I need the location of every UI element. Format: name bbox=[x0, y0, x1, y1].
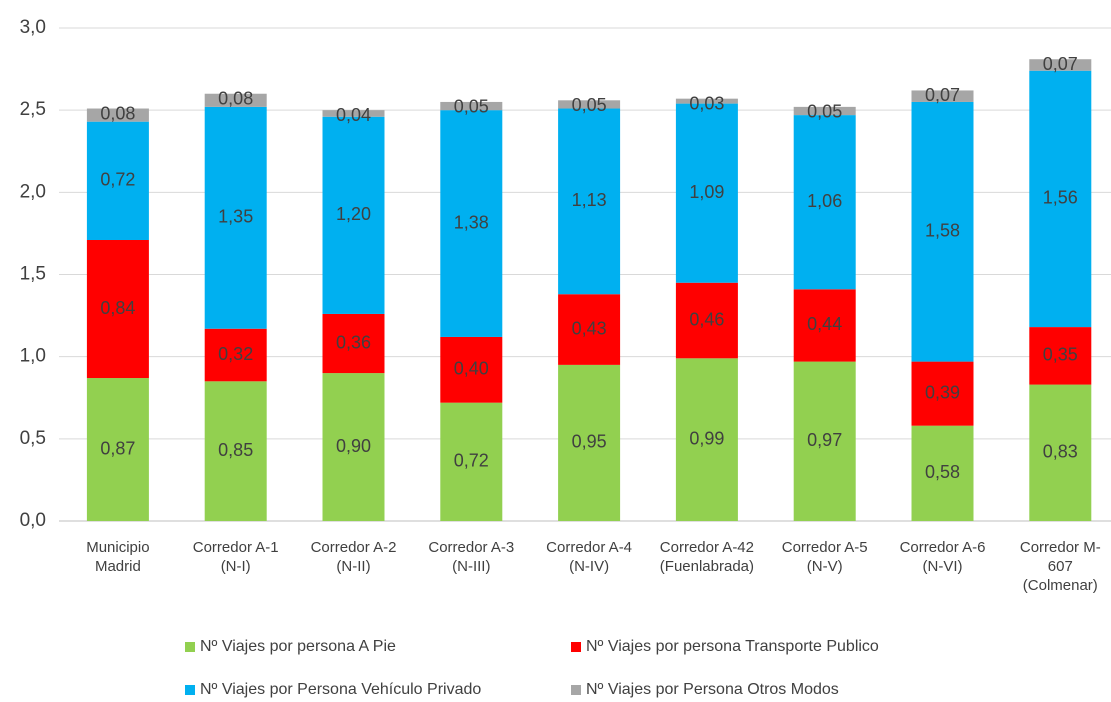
bar-segment bbox=[1029, 70, 1092, 328]
data-label: 0,72 bbox=[454, 451, 489, 471]
bar-segment bbox=[558, 294, 621, 365]
bar-segment bbox=[558, 108, 621, 295]
bar-segment bbox=[675, 282, 738, 359]
y-tick-label: 2,5 bbox=[20, 99, 46, 120]
bar-segment bbox=[440, 110, 503, 337]
data-label: 0,58 bbox=[925, 462, 960, 482]
bar-segment bbox=[793, 115, 856, 290]
data-label: 0,40 bbox=[454, 359, 489, 379]
bar-segment bbox=[86, 108, 149, 122]
data-label: 0,08 bbox=[218, 88, 253, 108]
bar-segment bbox=[1029, 327, 1092, 385]
data-label: 1,13 bbox=[572, 190, 607, 210]
data-label: 1,35 bbox=[218, 207, 253, 227]
x-tick-label: Corredor A-2 (N-II) bbox=[310, 539, 397, 575]
bar-segment bbox=[204, 93, 267, 107]
bar-segment bbox=[911, 361, 974, 426]
bar-segment bbox=[86, 121, 149, 240]
bar-segment bbox=[793, 289, 856, 362]
data-label: 1,20 bbox=[336, 204, 371, 224]
bar-segment bbox=[1029, 59, 1092, 71]
legend-swatch bbox=[185, 685, 195, 695]
bar-segment bbox=[86, 239, 149, 379]
data-label: 0,46 bbox=[689, 309, 724, 329]
bar-segment bbox=[911, 425, 974, 521]
bar-segment bbox=[322, 373, 385, 521]
data-label: 0,90 bbox=[336, 436, 371, 456]
y-tick-label: 0,5 bbox=[20, 428, 46, 449]
legend-swatch bbox=[571, 685, 581, 695]
bar-segment bbox=[675, 103, 738, 283]
data-label: 0,87 bbox=[100, 438, 135, 458]
bar-segment bbox=[558, 364, 621, 521]
y-tick-label: 3,0 bbox=[20, 17, 46, 38]
y-tick-label: 0,0 bbox=[20, 510, 46, 531]
data-label: 1,56 bbox=[1043, 188, 1078, 208]
bar-segment bbox=[675, 358, 738, 521]
legend-swatch bbox=[571, 642, 581, 652]
bar-segment bbox=[1029, 384, 1092, 521]
data-label: 1,06 bbox=[807, 191, 842, 211]
x-tick-label: Corredor A-4 (N-IV) bbox=[546, 539, 633, 575]
y-tick-label: 1,0 bbox=[20, 346, 46, 367]
data-label: 0,07 bbox=[925, 85, 960, 105]
legend-swatch bbox=[185, 642, 195, 652]
data-label: 0,36 bbox=[336, 332, 371, 352]
y-tick-label: 1,5 bbox=[20, 264, 46, 285]
bar-segment bbox=[322, 116, 385, 314]
bar-segment bbox=[911, 90, 974, 102]
data-label: 0,95 bbox=[572, 432, 607, 452]
data-label: 0,35 bbox=[1043, 345, 1078, 365]
bar-segment bbox=[793, 361, 856, 521]
bar-segment bbox=[322, 110, 385, 117]
data-label: 0,04 bbox=[336, 105, 371, 125]
y-tick-label: 2,0 bbox=[20, 181, 46, 202]
data-label: 0,05 bbox=[572, 95, 607, 115]
bar-segment bbox=[440, 336, 503, 403]
data-label: 0,05 bbox=[454, 97, 489, 117]
legend-label: Nº Viajes por Persona Vehículo Privado bbox=[200, 681, 481, 698]
legend-label: Nº Viajes por persona A Pie bbox=[200, 638, 396, 655]
data-label: 0,39 bbox=[925, 382, 960, 402]
data-label: 0,43 bbox=[572, 318, 607, 338]
bar-segment bbox=[558, 100, 621, 109]
data-label: 1,38 bbox=[454, 212, 489, 232]
x-tick-label: Corredor A-6 (N-VI) bbox=[899, 539, 986, 575]
bar-segment bbox=[204, 328, 267, 382]
data-label: 0,97 bbox=[807, 430, 842, 450]
data-label: 1,09 bbox=[689, 182, 724, 202]
data-label: 0,84 bbox=[100, 298, 135, 318]
bar-segment bbox=[793, 106, 856, 116]
data-label: 0,08 bbox=[100, 103, 135, 123]
bar-segment bbox=[440, 101, 503, 111]
x-tick-label: Corredor A-42 (Fuenlabrada) bbox=[659, 539, 754, 575]
data-label: 0,83 bbox=[1043, 442, 1078, 462]
bar-segment bbox=[204, 381, 267, 521]
bar-segment bbox=[440, 402, 503, 521]
bar-segment bbox=[911, 101, 974, 362]
x-tick-label: Corredor A-5 (N-V) bbox=[781, 539, 868, 575]
x-tick-label: Municipio Madrid bbox=[86, 539, 150, 575]
legend-label: Nº Viajes por Persona Otros Modos bbox=[586, 681, 839, 698]
data-label: 0,85 bbox=[218, 440, 253, 460]
bar-segment bbox=[86, 378, 149, 521]
bar-segment bbox=[204, 106, 267, 329]
data-label: 0,99 bbox=[689, 428, 724, 448]
data-label: 0,44 bbox=[807, 314, 842, 334]
data-label: 0,03 bbox=[689, 93, 724, 113]
data-label: 0,07 bbox=[1043, 54, 1078, 74]
x-tick-label: Corredor M- 607 (Colmenar) bbox=[1019, 539, 1101, 594]
data-label: 0,05 bbox=[807, 102, 842, 122]
bar-segment bbox=[322, 313, 385, 374]
data-label: 0,32 bbox=[218, 344, 253, 364]
data-label: 0,72 bbox=[100, 170, 135, 190]
x-tick-label: Corredor A-3 (N-III) bbox=[428, 539, 515, 575]
x-tick-label: Corredor A-1 (N-I) bbox=[192, 539, 279, 575]
data-label: 1,58 bbox=[925, 221, 960, 241]
legend-label: Nº Viajes por persona Transporte Publico bbox=[586, 638, 879, 655]
bar-segment bbox=[675, 98, 738, 104]
